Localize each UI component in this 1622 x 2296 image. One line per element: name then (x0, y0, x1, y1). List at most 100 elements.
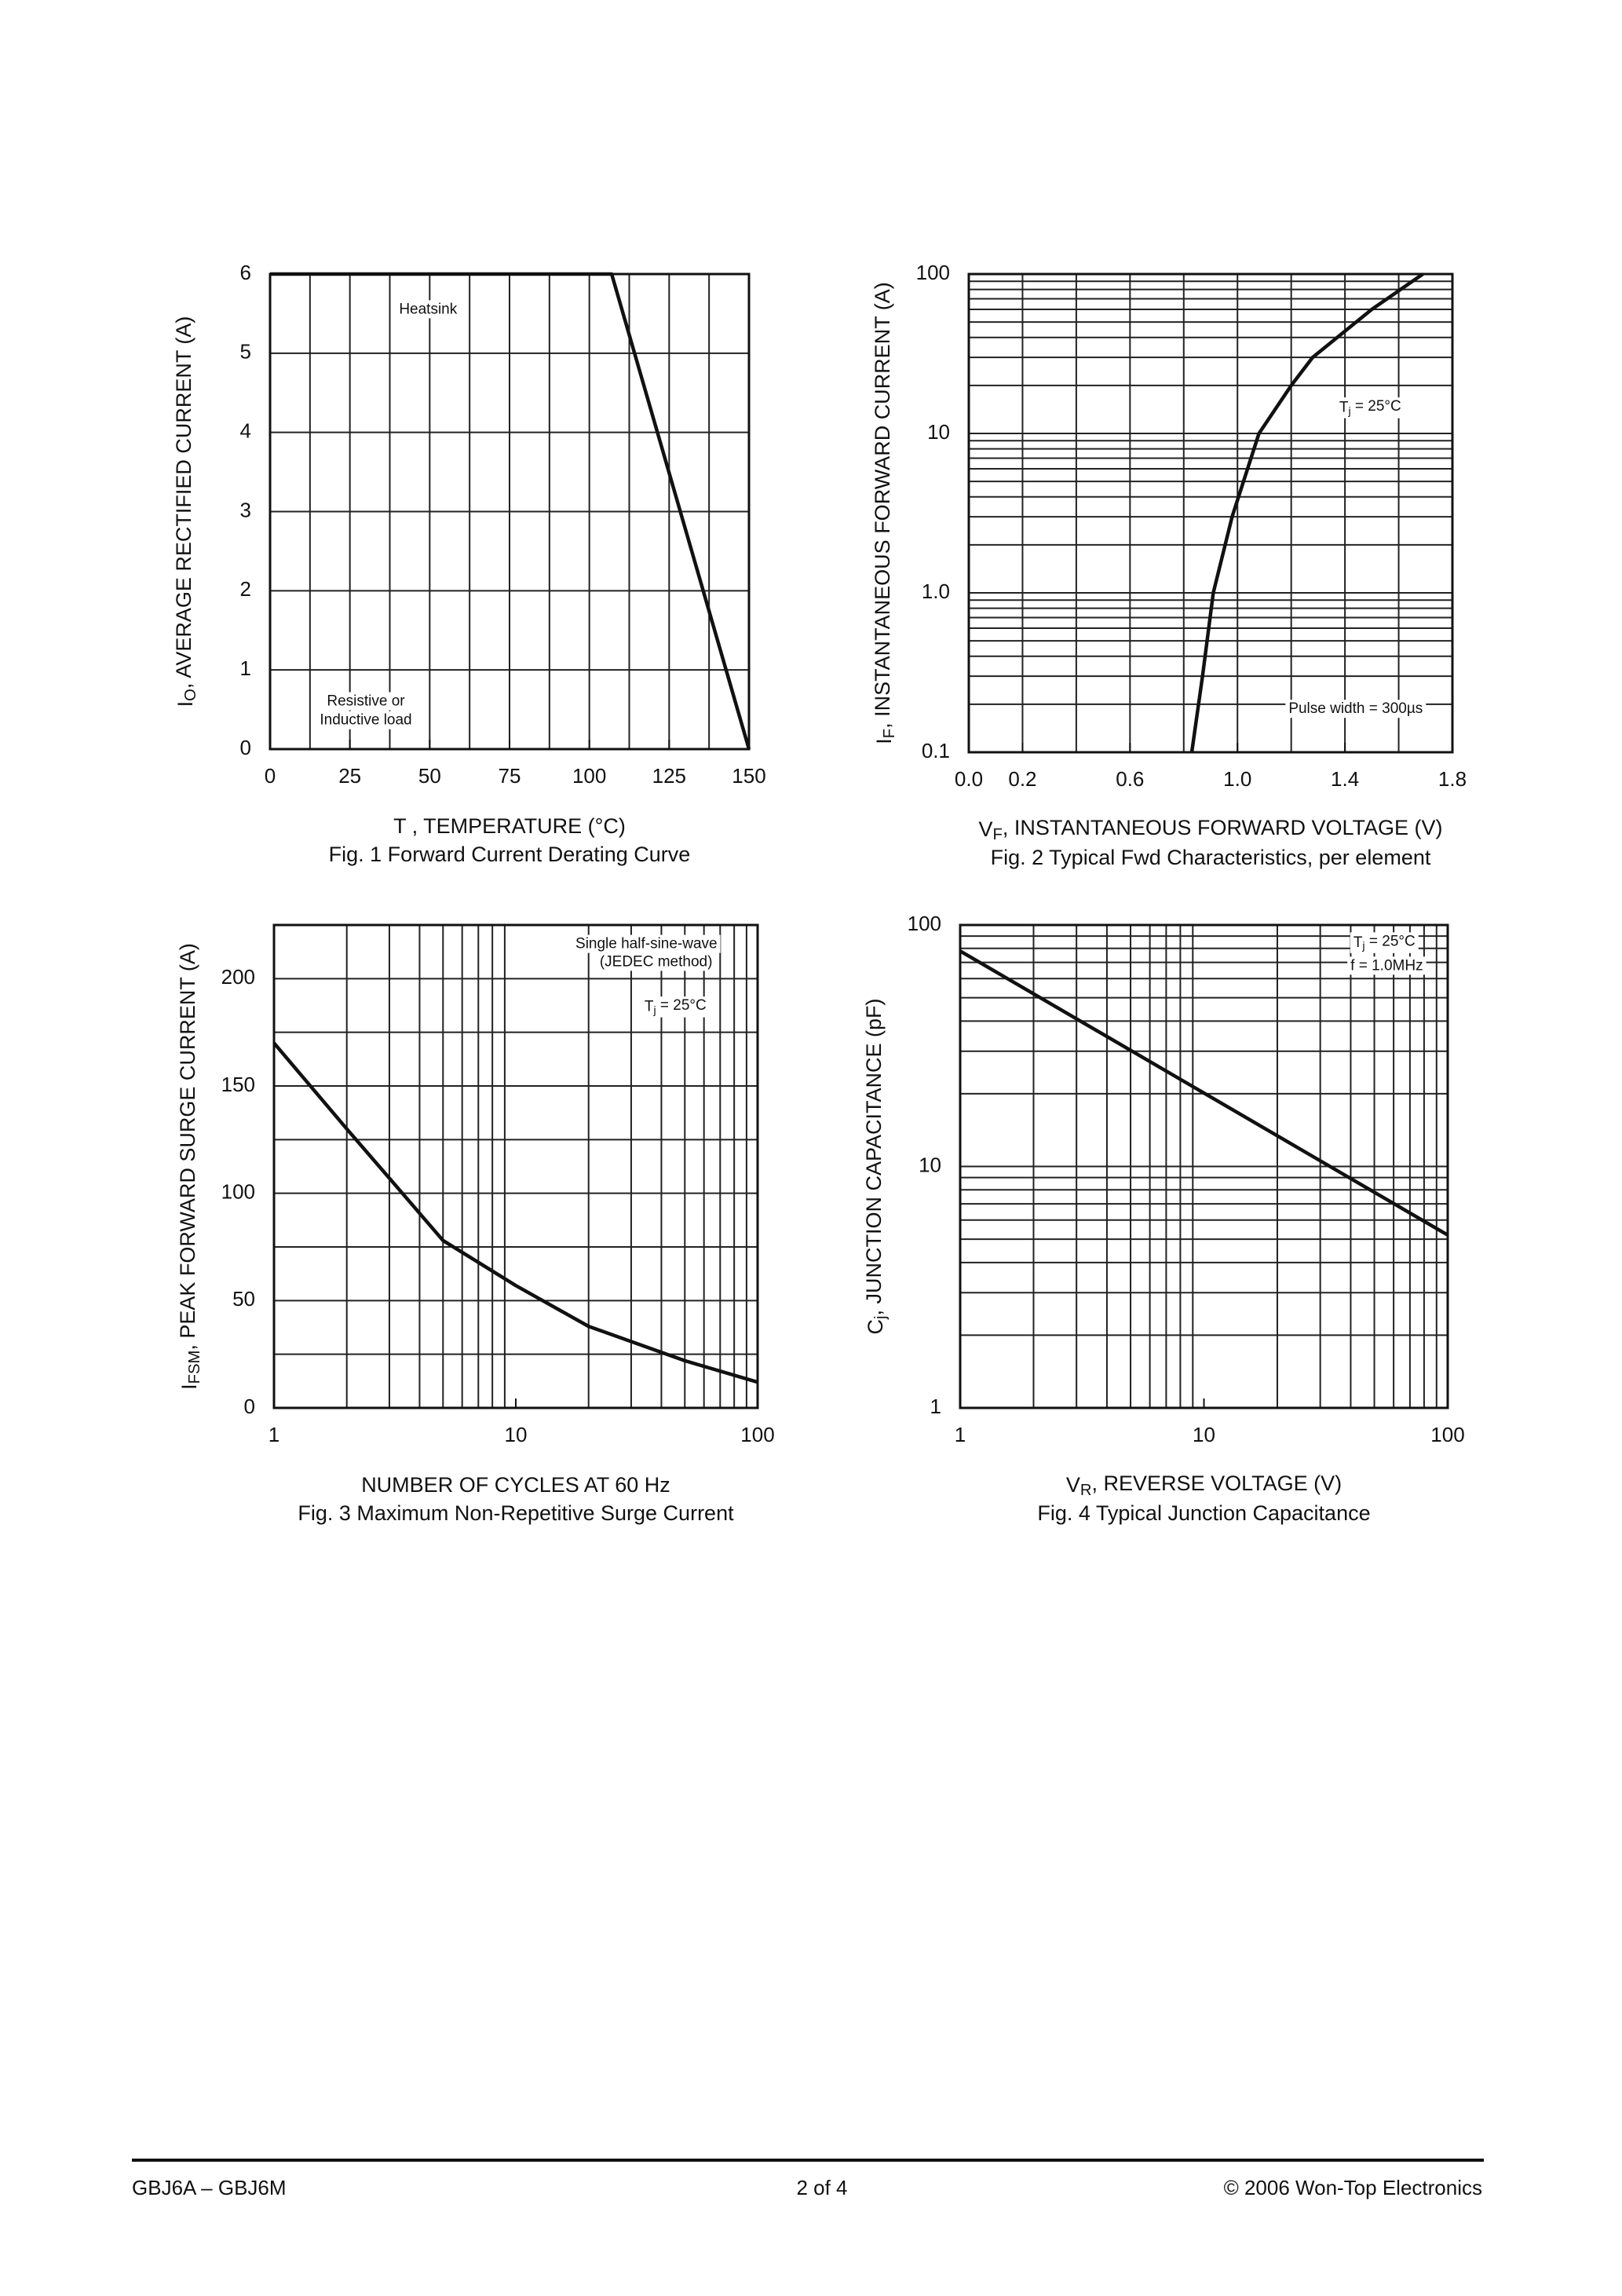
annotation-background (1350, 932, 1419, 953)
label-part: , INSTANTANEOUS FORWARD VOLTAGE (V) (1003, 816, 1443, 839)
label-part: = 25°C (656, 997, 707, 1014)
y-axis-label: Cj, JUNCTION CAPACITANCE (pF) (862, 998, 890, 1334)
x-axis-label: VF, INSTANTANEOUS FORWARD VOLTAGE (V) (979, 816, 1443, 843)
annotation: Heatsink (399, 301, 457, 317)
x-axis-label: VR, REVERSE VOLTAGE (V) (1066, 1472, 1342, 1499)
y-tick-label: 100 (916, 261, 950, 284)
x-tick-label: 100 (740, 1423, 774, 1446)
data-line (1189, 272, 1424, 753)
figure-caption: Fig. 3 Maximum Non-Repetitive Surge Curr… (298, 1501, 734, 1525)
x-tick-label: 1.8 (1438, 767, 1467, 791)
x-axis-label: T , TEMPERATURE (°C) (393, 814, 626, 838)
data-line (272, 1041, 758, 1384)
label-part: , JUNCTION CAPACITANCE (pF) (862, 998, 886, 1315)
label-part: I (177, 1384, 201, 1390)
x-tick-label: 1.4 (1331, 767, 1359, 791)
data-line (959, 949, 1449, 1237)
subscript: F (881, 729, 898, 738)
label-part: C (864, 1319, 887, 1335)
plot-frame (959, 923, 1449, 1409)
subscript: F (993, 826, 1003, 843)
figure-caption: Fig. 1 Forward Current Derating Curve (329, 843, 691, 866)
y-tick-label: 1.0 (922, 579, 950, 603)
subscript: j (1361, 940, 1364, 952)
label-part: = 25°C (1351, 398, 1401, 415)
annotation-background (1285, 700, 1427, 718)
x-tick-label: 1 (955, 1423, 966, 1446)
x-tick-label: 1.0 (1223, 767, 1251, 791)
annotation: Tj = 25°C (645, 997, 707, 1016)
x-tick-label: 100 (572, 764, 606, 788)
annotation-background (596, 952, 716, 971)
label-part: = 25°C (1365, 933, 1416, 949)
annotation: Inductive load (320, 712, 411, 729)
subscript: j (1347, 405, 1350, 418)
annotation: Single half-sine-wave (575, 936, 718, 952)
x-tick-label: 1 (269, 1423, 279, 1446)
subscript: O (182, 689, 199, 701)
label-part: V (979, 817, 993, 841)
label-part: , REVERSE VOLTAGE (V) (1092, 1472, 1343, 1495)
y-tick-label: 10 (927, 420, 950, 444)
annotation: Resistive or (327, 693, 405, 710)
subscript: R (1080, 1482, 1092, 1499)
x-axis-label: NUMBER OF CYCLES AT 60 Hz (361, 1473, 670, 1497)
x-tick-label: 0 (265, 764, 276, 788)
annotation: Tj = 25°C (1353, 933, 1416, 952)
label-part: , INSTANTANEOUS FORWARD CURRENT (A) (871, 282, 894, 729)
y-tick-label: 50 (232, 1287, 255, 1311)
x-tick-label: 10 (1193, 1423, 1215, 1446)
annotation-background (316, 711, 415, 729)
annotation-background (396, 300, 461, 319)
annotation: (JEDEC method) (600, 953, 713, 970)
subscript: j (652, 1004, 656, 1017)
y-tick-label: 5 (240, 340, 251, 364)
label-part: V (1066, 1473, 1080, 1497)
annotation-background (323, 692, 409, 711)
figure-caption: Fig. 2 Typical Fwd Characteristics, per … (991, 846, 1431, 869)
annotation: f = 1.0MHz (1350, 957, 1423, 974)
y-tick-label: 1 (930, 1395, 941, 1418)
label-part: , PEAK FORWARD SURGE CURRENT (A) (176, 943, 199, 1351)
label-part: I (174, 701, 197, 707)
y-axis-label: IO, AVERAGE RECTIFIED CURRENT (A) (172, 316, 199, 707)
footer-right: © 2006 Won-Top Electronics (1224, 2176, 1482, 2199)
y-axis-label: IFSM, PEAK FORWARD SURGE CURRENT (A) (176, 943, 203, 1390)
footer-center: 2 of 4 (796, 2176, 847, 2199)
plot-frame (967, 272, 1454, 754)
label-part: I (872, 738, 896, 744)
y-tick-label: 4 (240, 419, 251, 443)
data-line (270, 272, 751, 750)
figure-caption: Fig. 4 Typical Junction Capacitance (1037, 1501, 1370, 1525)
y-tick-label: 0 (240, 736, 251, 759)
x-tick-label: 100 (1430, 1423, 1464, 1446)
annotation-background (1335, 397, 1405, 419)
x-tick-label: 25 (338, 764, 361, 788)
annotation-background (641, 996, 710, 1018)
x-tick-label: 0.6 (1116, 767, 1144, 791)
label-part: T (645, 999, 654, 1015)
y-tick-label: 10 (919, 1153, 941, 1176)
y-tick-label: 3 (240, 498, 251, 521)
annotation: Tj = 25°C (1339, 398, 1401, 417)
y-tick-label: 100 (221, 1180, 255, 1204)
annotation: Pulse width = 300µs (1288, 700, 1423, 717)
y-tick-label: 2 (240, 577, 251, 601)
subscript: FSM (186, 1351, 203, 1384)
subscript: j (872, 1316, 890, 1321)
y-tick-label: 1 (240, 656, 251, 680)
x-tick-label: 0.0 (955, 767, 983, 791)
label-part: T (1339, 400, 1349, 416)
label-part: T (1353, 934, 1363, 951)
plot-frame (272, 923, 759, 1409)
y-axis-label: IF, INSTANTANEOUS FORWARD CURRENT (A) (871, 282, 898, 744)
y-tick-label: 0.1 (922, 739, 950, 762)
x-tick-label: 0.2 (1008, 767, 1036, 791)
label-part: , AVERAGE RECTIFIED CURRENT (A) (172, 316, 195, 689)
x-tick-label: 125 (652, 764, 686, 788)
y-tick-label: 150 (221, 1073, 255, 1096)
x-tick-label: 150 (732, 764, 765, 788)
